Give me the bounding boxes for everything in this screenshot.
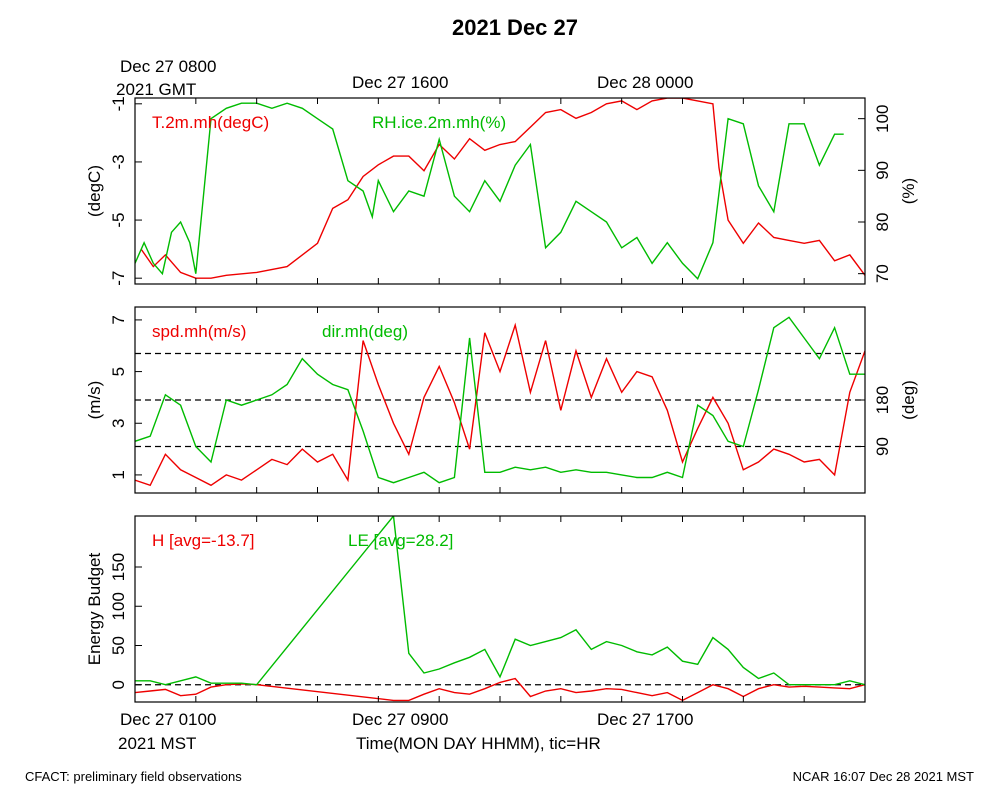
legend-label-green: RH.ice.2m.mh(%) xyxy=(372,113,506,132)
panel-energy-series-group xyxy=(135,516,865,702)
series-line-spd-mh-m-s xyxy=(135,322,865,487)
right-y-tick-label: 90 xyxy=(873,161,892,180)
right-y-axis-title: (%) xyxy=(899,178,918,204)
right-y-tick-label: 70 xyxy=(873,264,892,283)
gmt-first-date-label: Dec 27 0800 xyxy=(120,57,217,76)
panel-temp: -1 -3 -5 -7 (degC) 70 80 90 100 (%) T.2m.mh(degC) R… xyxy=(85,96,918,286)
left-y-tick-label: 3 xyxy=(109,419,128,428)
left-y-tick-label: -3 xyxy=(109,154,128,169)
panel-wind-series-group xyxy=(135,316,865,487)
right-y-tick-label: 180 xyxy=(873,386,892,414)
left-y-tick-label: 100 xyxy=(109,592,128,620)
footer-left-note: CFACT: preliminary field observations xyxy=(25,769,242,784)
mst-tick-label-1700: Dec 27 1700 xyxy=(597,710,694,729)
legend-label-red: T.2m.mh(degC) xyxy=(152,113,269,132)
legend-label-red: spd.mh(m/s) xyxy=(152,322,246,341)
gmt-year-label: 2021 GMT xyxy=(116,80,197,99)
right-y-axis-title: (deg) xyxy=(899,380,918,420)
left-y-axis-title: (m/s) xyxy=(85,381,104,420)
legend-label-red: H [avg=-13.7] xyxy=(152,531,255,550)
chart-title: 2021 Dec 27 xyxy=(452,15,578,40)
panel-wind: 1 3 5 7 (m/s) 90 180 (deg) spd.mh(m/s) dir.mh(deg… xyxy=(85,306,918,494)
footer-right-stamp: NCAR 16:07 Dec 28 2021 MST xyxy=(792,769,974,784)
panel-temp-series-group xyxy=(135,98,865,281)
right-y-tick-label: 80 xyxy=(873,213,892,232)
left-y-tick-label: 1 xyxy=(109,470,128,479)
series-line-t-2m-mh-degc xyxy=(140,98,865,279)
left-y-tick-label: -1 xyxy=(109,96,128,111)
left-y-tick-label: -7 xyxy=(109,271,128,286)
left-y-tick-label: 50 xyxy=(109,636,128,655)
left-y-tick-label: 7 xyxy=(109,315,128,324)
left-y-tick-label: -5 xyxy=(109,213,128,228)
left-y-tick-label: 150 xyxy=(109,553,128,581)
mst-tick-label-0900: Dec 27 0900 xyxy=(352,710,449,729)
x-axis-label: Time(MON DAY HHMM), tic=HR xyxy=(356,734,601,753)
left-y-tick-label: 0 xyxy=(109,680,128,689)
mst-tick-label-0100: Dec 27 0100 xyxy=(120,710,217,729)
gmt-tick-label-0000: Dec 28 0000 xyxy=(597,73,694,92)
left-y-tick-label: 5 xyxy=(109,367,128,376)
series-line-dir-mh-deg xyxy=(135,316,865,484)
left-y-axis-title: Energy Budget xyxy=(85,552,104,665)
left-y-axis-title: (degC) xyxy=(85,165,104,217)
legend-label-green: LE [avg=28.2] xyxy=(348,531,453,550)
right-y-tick-label: 90 xyxy=(873,437,892,456)
series-line-le-avg-28-2 xyxy=(135,516,865,686)
series-line-rh-ice-2m-mh xyxy=(135,102,844,281)
gmt-tick-label-1600: Dec 27 1600 xyxy=(352,73,449,92)
series-line-h-avg-13-7 xyxy=(135,677,865,702)
right-y-tick-label: 100 xyxy=(873,104,892,132)
legend-label-green: dir.mh(deg) xyxy=(322,322,408,341)
mst-year-label: 2021 MST xyxy=(118,734,197,753)
panel-energy: 0 50 100 150 Energy Budget H [avg=-13.7] LE [a… xyxy=(85,515,866,703)
